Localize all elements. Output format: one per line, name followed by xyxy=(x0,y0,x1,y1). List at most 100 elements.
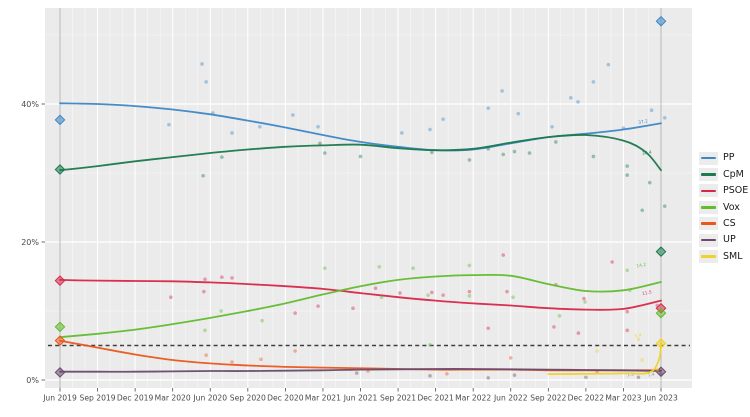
poll-point xyxy=(508,356,513,360)
poll-point xyxy=(316,304,320,308)
poll-point xyxy=(625,173,629,177)
poll-point xyxy=(647,180,652,185)
poll-point xyxy=(569,95,573,100)
x-axis-tick-label: Dec 2022 xyxy=(568,394,605,403)
end-value-annotation: 1.3 xyxy=(626,371,634,378)
poll-point xyxy=(323,151,327,155)
x-axis-tick-label: Sep 2021 xyxy=(380,394,416,403)
series-vox: 14.2 xyxy=(54,262,667,347)
x-axis-tick-label: Mar 2020 xyxy=(155,394,191,403)
plot-panel xyxy=(45,8,692,388)
poll-point xyxy=(445,371,449,376)
poll-point xyxy=(636,337,641,342)
poll-point xyxy=(501,253,506,257)
poll-point xyxy=(441,293,445,297)
poll-point xyxy=(467,263,472,268)
end-value-annotation: 1.4 xyxy=(647,371,655,378)
legend: PP CpM PSOE Vox CS UP SML xyxy=(699,150,748,265)
series-cpm: 30.4 xyxy=(54,133,667,258)
legend-item-cpm: CpM xyxy=(699,166,748,182)
poll-point xyxy=(595,349,599,353)
legend-color-swatch xyxy=(701,156,716,160)
poll-point xyxy=(230,360,234,364)
poll-point xyxy=(354,371,359,375)
election-result-diamond xyxy=(54,275,66,287)
poll-point xyxy=(640,208,645,213)
legend-key-box xyxy=(699,200,718,214)
legend-color-swatch xyxy=(701,255,716,258)
poll-point xyxy=(512,373,517,377)
legend-item-sml: SML xyxy=(699,248,748,264)
poll-point xyxy=(377,265,382,269)
y-axis-tick-label: 0% xyxy=(26,376,39,385)
poll-point xyxy=(554,140,558,144)
election-result-diamond xyxy=(54,335,66,347)
poll-point xyxy=(203,277,207,282)
poll-point xyxy=(662,116,667,120)
x-axis-tick-label: Dec 2021 xyxy=(417,394,454,403)
poll-point xyxy=(610,260,614,264)
poll-point xyxy=(219,309,223,313)
series-sml: 5.4 xyxy=(547,332,667,375)
legend-label: UP xyxy=(723,234,736,246)
legend-label: SML xyxy=(723,250,743,262)
poll-point xyxy=(230,131,234,135)
poll-point xyxy=(259,357,263,362)
poll-point xyxy=(591,154,596,159)
poll-point xyxy=(467,294,472,298)
poll-point xyxy=(202,289,206,294)
election-result-diamond xyxy=(54,164,66,175)
poll-point xyxy=(625,309,629,314)
trend-line xyxy=(59,133,662,172)
poll-point xyxy=(501,152,506,157)
poll-point xyxy=(441,117,445,121)
end-value-annotation: 30.4 xyxy=(642,149,653,157)
x-axis-tick-label: Sep 2022 xyxy=(530,394,566,403)
trend-line xyxy=(59,279,662,311)
x-axis-tick-label: Mar 2023 xyxy=(605,394,641,403)
poll-point xyxy=(293,311,297,315)
legend-key-box xyxy=(699,168,718,182)
legend-item-pp: PP xyxy=(699,150,748,166)
poll-point xyxy=(467,289,472,294)
x-axis-tick-label: Mar 2021 xyxy=(305,394,341,403)
legend-color-swatch xyxy=(701,238,716,242)
poll-point xyxy=(201,173,205,178)
poll-point xyxy=(636,375,641,380)
poll-point xyxy=(505,289,509,294)
legend-color-swatch xyxy=(701,189,716,193)
legend-key-box xyxy=(699,250,718,264)
end-value-annotation: 11.5 xyxy=(642,289,653,297)
poll-point xyxy=(260,318,264,323)
election-result-diamond xyxy=(655,15,667,27)
legend-color-swatch xyxy=(701,173,716,176)
poll-point xyxy=(527,151,532,155)
end-value-annotation: 37.2 xyxy=(638,118,649,126)
poll-point xyxy=(398,291,402,295)
poll-point xyxy=(625,268,629,273)
legend-label: CS xyxy=(723,218,736,229)
poll-point xyxy=(582,296,586,301)
x-axis-tick-label: Sep 2019 xyxy=(80,394,116,403)
poll-point xyxy=(318,141,322,146)
trend-line xyxy=(59,273,662,339)
election-result-diamond xyxy=(54,367,66,378)
poll-point xyxy=(655,367,660,372)
poll-point xyxy=(428,127,432,132)
trend-line xyxy=(547,341,662,375)
series-psoe: 11.5 xyxy=(54,253,667,335)
poll-point xyxy=(316,124,320,129)
poll-point xyxy=(467,158,472,162)
legend-key-box xyxy=(699,233,718,247)
legend-label: PSOE xyxy=(723,185,749,197)
poll-point xyxy=(358,154,363,159)
poll-point xyxy=(411,266,415,271)
poll-point xyxy=(625,164,629,168)
legend-label: PP xyxy=(723,152,735,164)
poll-point xyxy=(662,204,667,208)
x-axis-tick-label: Dec 2019 xyxy=(117,394,154,403)
poll-point xyxy=(258,124,262,129)
series-up: 1.3 xyxy=(54,366,667,380)
x-axis-tick-label: Jun 2020 xyxy=(192,394,227,403)
poll-point xyxy=(428,343,432,347)
